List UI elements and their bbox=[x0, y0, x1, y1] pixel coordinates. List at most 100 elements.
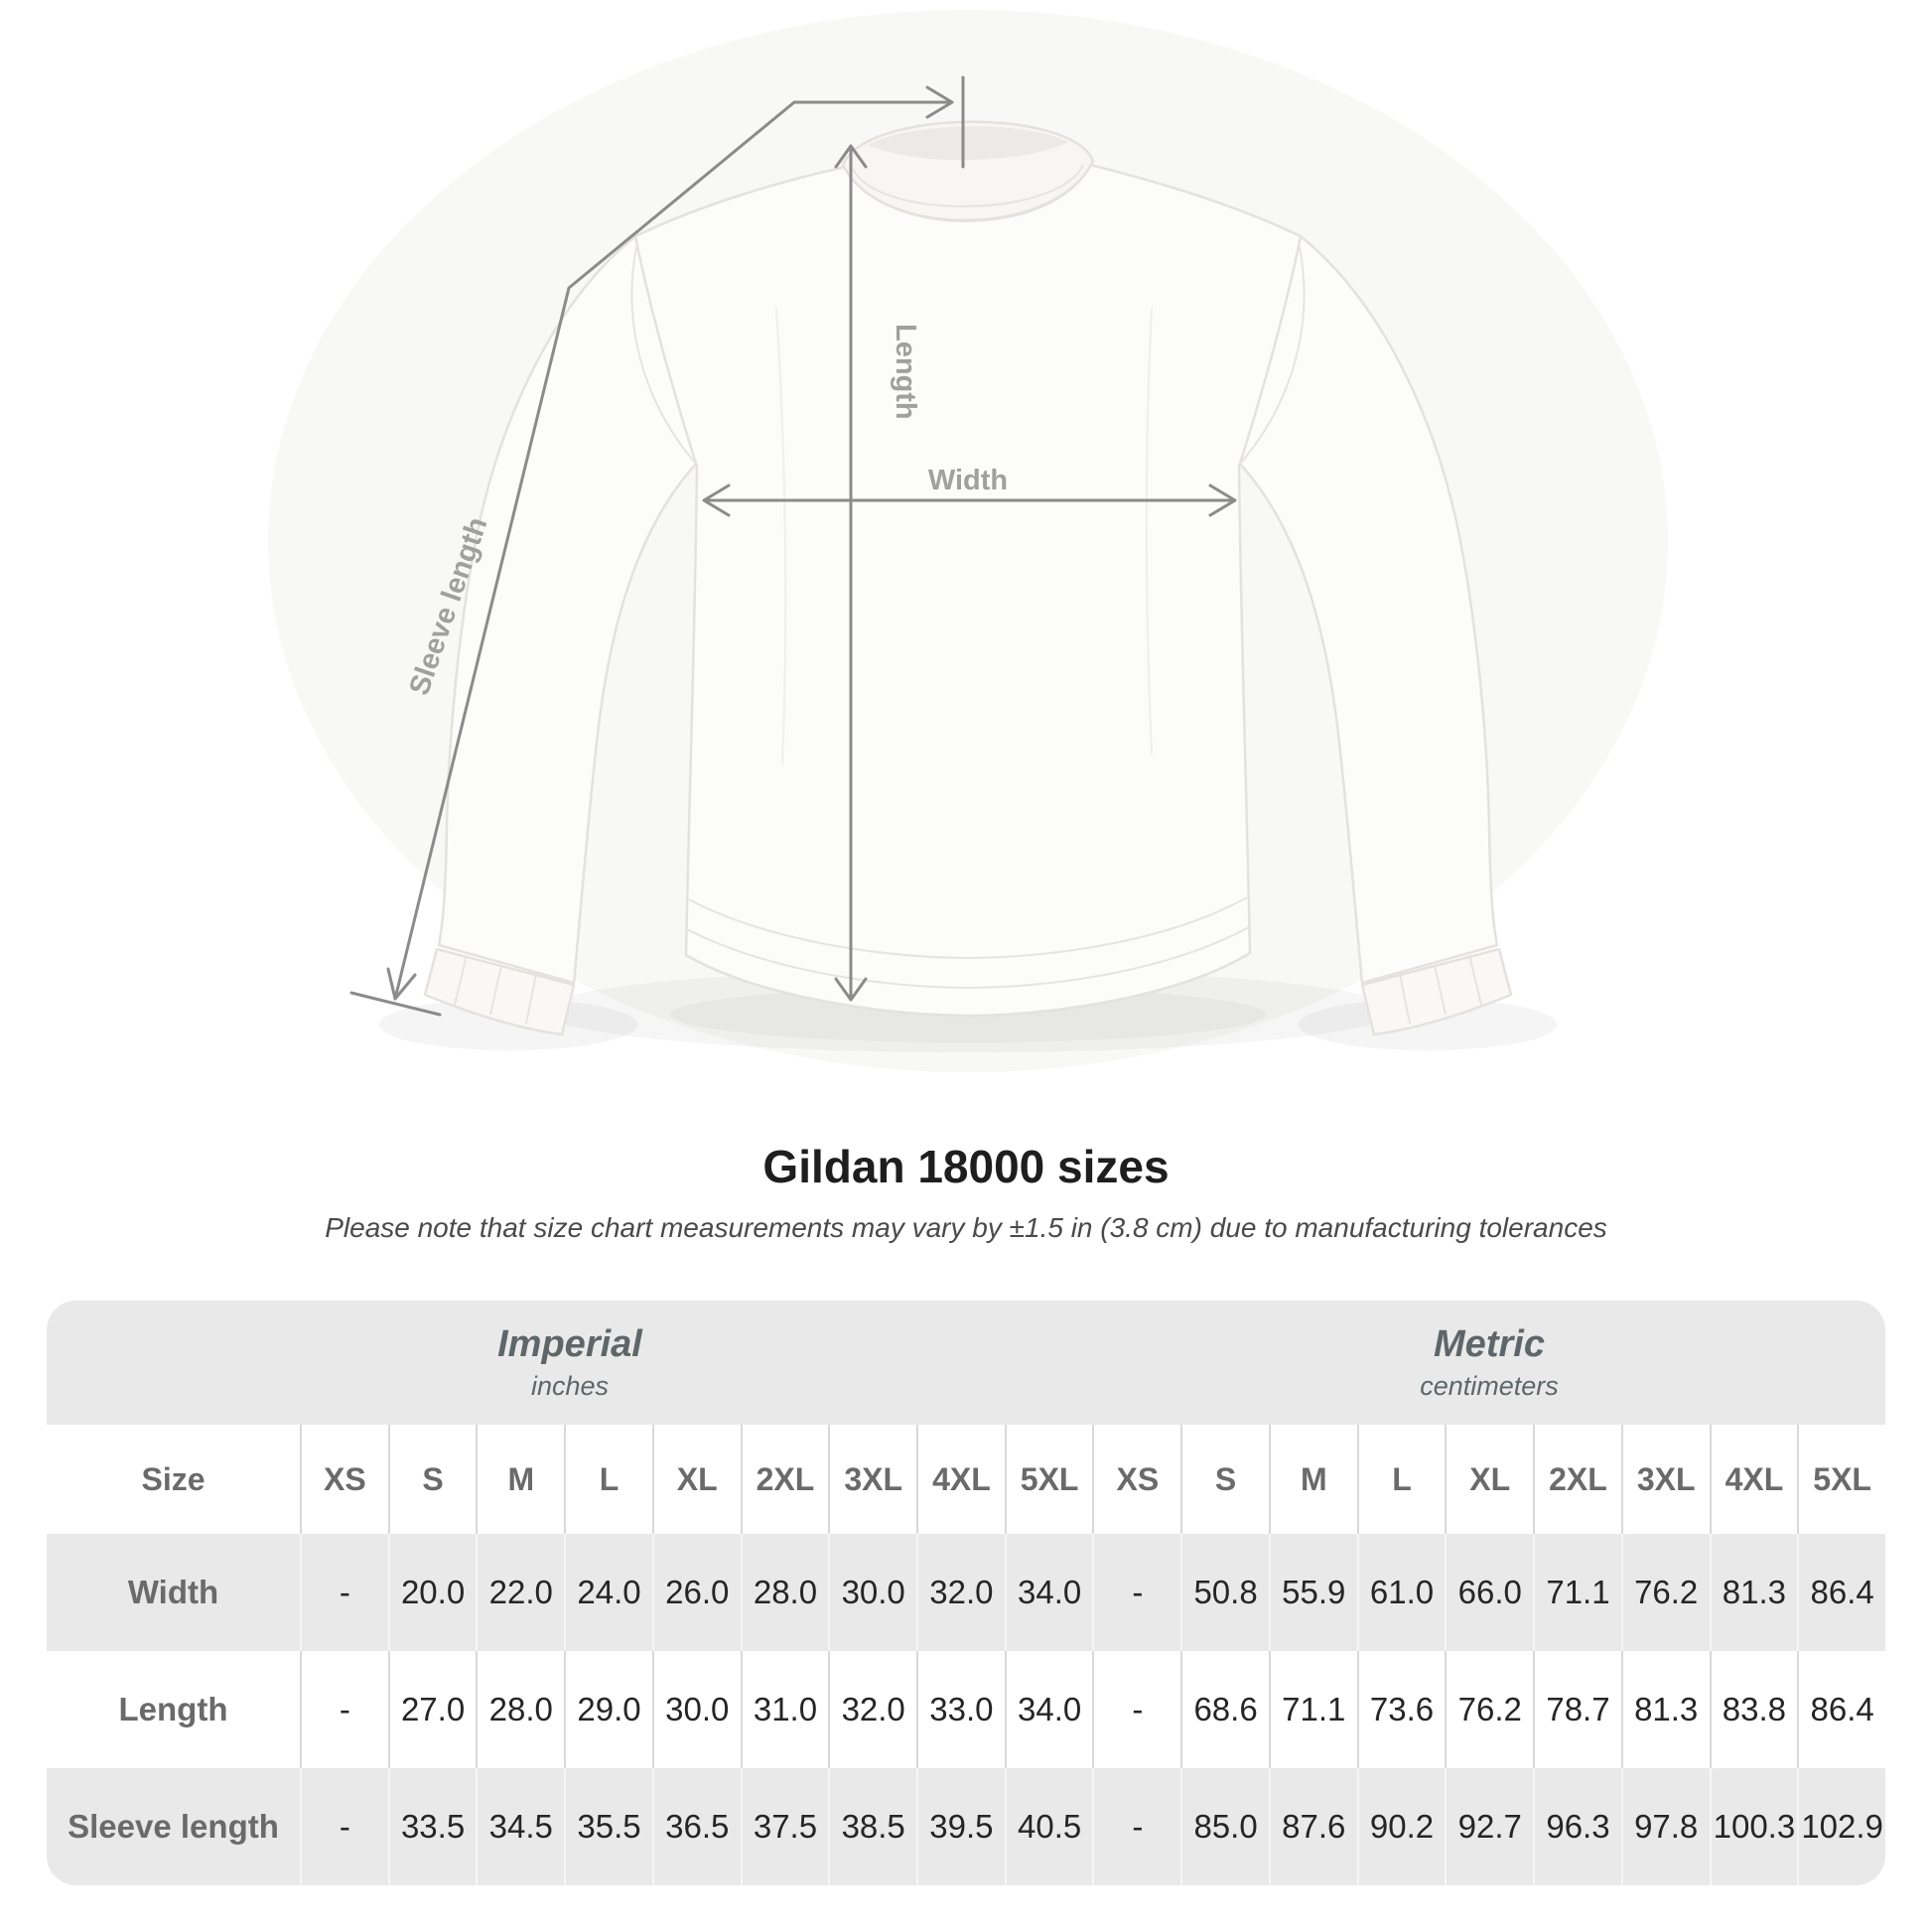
value-cell: - bbox=[300, 1534, 388, 1651]
size-col-metric-xs: XS bbox=[1092, 1425, 1180, 1534]
value-cell: 20.0 bbox=[387, 1534, 477, 1651]
value-cell: 39.5 bbox=[916, 1768, 1005, 1885]
value-cell: 24.0 bbox=[564, 1534, 652, 1651]
value-cell: 32.0 bbox=[828, 1651, 916, 1768]
size-table-rows: Size XS S M L XL 2XL 3XL 4XL 5XL XS S M L XL 2XL 3XL 4XL 5… bbox=[47, 1425, 1885, 1885]
value-cell: 61.0 bbox=[1356, 1534, 1446, 1651]
row-label: Length bbox=[118, 1691, 228, 1727]
value-cell: 78.7 bbox=[1533, 1651, 1621, 1768]
sweatshirt-body bbox=[633, 163, 1303, 1018]
sleeve-arrow-bottom bbox=[386, 967, 417, 1001]
value-cell: - bbox=[300, 1651, 388, 1768]
size-col-imperial-2xl: 2XL bbox=[740, 1425, 829, 1534]
value-cell: 33.5 bbox=[387, 1768, 477, 1885]
value-cell: 37.5 bbox=[740, 1768, 829, 1885]
sleeve-arrow-top bbox=[925, 85, 954, 119]
value-cell: 30.0 bbox=[828, 1534, 916, 1651]
value-cell: 92.7 bbox=[1445, 1768, 1533, 1885]
value-cell: 29.0 bbox=[564, 1651, 652, 1768]
value-cell: 50.8 bbox=[1180, 1534, 1269, 1651]
metric-unit-label: centimeters bbox=[1420, 1371, 1559, 1401]
tolerance-note: Please note that size chart measurements… bbox=[325, 1212, 1607, 1243]
value-cell: 100.3 bbox=[1709, 1768, 1798, 1885]
length-arrow-top bbox=[834, 144, 868, 169]
value-cell: 31.0 bbox=[740, 1651, 829, 1768]
imperial-unit-label: inches bbox=[530, 1371, 610, 1401]
value-cell: 36.5 bbox=[651, 1768, 741, 1885]
value-cell: 34.0 bbox=[1004, 1534, 1093, 1651]
size-col-imperial-l: L bbox=[564, 1425, 652, 1534]
measurement-row-width: Width -20.0 22.0 24.0 26.0 28.0 30.0 32.0 34.0-5… bbox=[47, 1534, 1885, 1651]
width-arrow-right bbox=[1208, 483, 1237, 517]
unit-header-band: Imperial inches Metric centimeters bbox=[47, 1301, 1885, 1425]
value-cell: 66.0 bbox=[1445, 1534, 1533, 1651]
value-cell: - bbox=[1092, 1651, 1180, 1768]
value-cell: 71.1 bbox=[1268, 1651, 1357, 1768]
sweatshirt-illustration bbox=[423, 120, 1513, 1036]
sleeve-measure-tick-bottom bbox=[349, 991, 442, 1017]
value-cell: 34.0 bbox=[1004, 1651, 1093, 1768]
value-cell: 55.9 bbox=[1268, 1534, 1357, 1651]
size-col-imperial-s: S bbox=[387, 1425, 477, 1534]
value-cell: 28.0 bbox=[476, 1651, 564, 1768]
value-cell: - bbox=[1092, 1768, 1180, 1885]
width-measure-label: Width bbox=[928, 465, 1008, 496]
value-cell: 73.6 bbox=[1356, 1651, 1446, 1768]
measurement-row-length: Length -27.0 28.0 29.0 30.0 31.0 32.0 33.0 34.0-… bbox=[47, 1651, 1885, 1768]
col-header-size: Size bbox=[141, 1460, 206, 1497]
page-title: Gildan 18000 sizes bbox=[762, 1141, 1170, 1192]
size-header-row: Size XS S M L XL 2XL 3XL 4XL 5XL XS S M L XL 2XL 3XL 4XL 5… bbox=[47, 1425, 1885, 1534]
product-diagram: Width Length Sleeve length bbox=[349, 75, 1557, 1050]
sweatshirt-left-sleeve bbox=[437, 234, 703, 985]
imperial-header: Imperial bbox=[497, 1323, 642, 1365]
sweatshirt-seams bbox=[454, 126, 1482, 1025]
metric-header-group: Metric centimeters bbox=[1093, 1301, 1885, 1425]
size-col-metric-l: L bbox=[1356, 1425, 1446, 1534]
sleeve-measure-line bbox=[393, 100, 952, 1001]
value-cell: 35.5 bbox=[564, 1768, 652, 1885]
value-cell: 32.0 bbox=[916, 1534, 1005, 1651]
value-cell: 22.0 bbox=[476, 1534, 564, 1651]
value-cell: 97.8 bbox=[1620, 1768, 1710, 1885]
size-col-imperial-xl: XL bbox=[651, 1425, 741, 1534]
value-cell: 38.5 bbox=[828, 1768, 916, 1885]
value-cell: 26.0 bbox=[651, 1534, 741, 1651]
size-col-imperial-m: M bbox=[476, 1425, 564, 1534]
value-cell: 83.8 bbox=[1709, 1651, 1798, 1768]
length-measure-label: Length bbox=[890, 324, 921, 420]
value-cell: 76.2 bbox=[1620, 1534, 1710, 1651]
value-cell: 102.9 bbox=[1797, 1768, 1885, 1885]
size-col-imperial-3xl: 3XL bbox=[828, 1425, 916, 1534]
size-col-metric-2xl: 2XL bbox=[1533, 1425, 1621, 1534]
value-cell: 86.4 bbox=[1797, 1534, 1885, 1651]
size-col-imperial-4xl: 4XL bbox=[916, 1425, 1005, 1534]
sweatshirt-right-sleeve bbox=[1233, 234, 1499, 985]
value-cell: 27.0 bbox=[387, 1651, 477, 1768]
value-cell: 40.5 bbox=[1004, 1768, 1093, 1885]
value-cell: - bbox=[300, 1768, 388, 1885]
value-cell: 87.6 bbox=[1268, 1768, 1357, 1885]
measurement-lines bbox=[349, 75, 1237, 1017]
value-cell: 96.3 bbox=[1533, 1768, 1621, 1885]
value-cell: 76.2 bbox=[1445, 1651, 1533, 1768]
metric-header: Metric bbox=[1434, 1323, 1545, 1365]
value-cell: 85.0 bbox=[1180, 1768, 1269, 1885]
value-cell: 34.5 bbox=[476, 1768, 564, 1885]
value-cell: 71.1 bbox=[1533, 1534, 1621, 1651]
row-label: Sleeve length bbox=[68, 1808, 279, 1845]
value-cell: 90.2 bbox=[1356, 1768, 1446, 1885]
size-col-metric-s: S bbox=[1180, 1425, 1269, 1534]
value-cell: - bbox=[1092, 1534, 1180, 1651]
value-cell: 68.6 bbox=[1180, 1651, 1269, 1768]
size-table: Imperial inches Metric centimeters Size X… bbox=[47, 1301, 1885, 1885]
row-label: Width bbox=[127, 1574, 219, 1610]
size-col-metric-3xl: 3XL bbox=[1620, 1425, 1710, 1534]
size-col-metric-4xl: 4XL bbox=[1709, 1425, 1798, 1534]
length-arrow-bottom bbox=[834, 977, 868, 1002]
value-cell: 81.3 bbox=[1709, 1534, 1798, 1651]
size-col-imperial-xs: XS bbox=[300, 1425, 388, 1534]
size-col-imperial-5xl: 5XL bbox=[1004, 1425, 1093, 1534]
value-cell: 86.4 bbox=[1797, 1651, 1885, 1768]
imperial-header-group: Imperial inches bbox=[47, 1301, 1093, 1425]
